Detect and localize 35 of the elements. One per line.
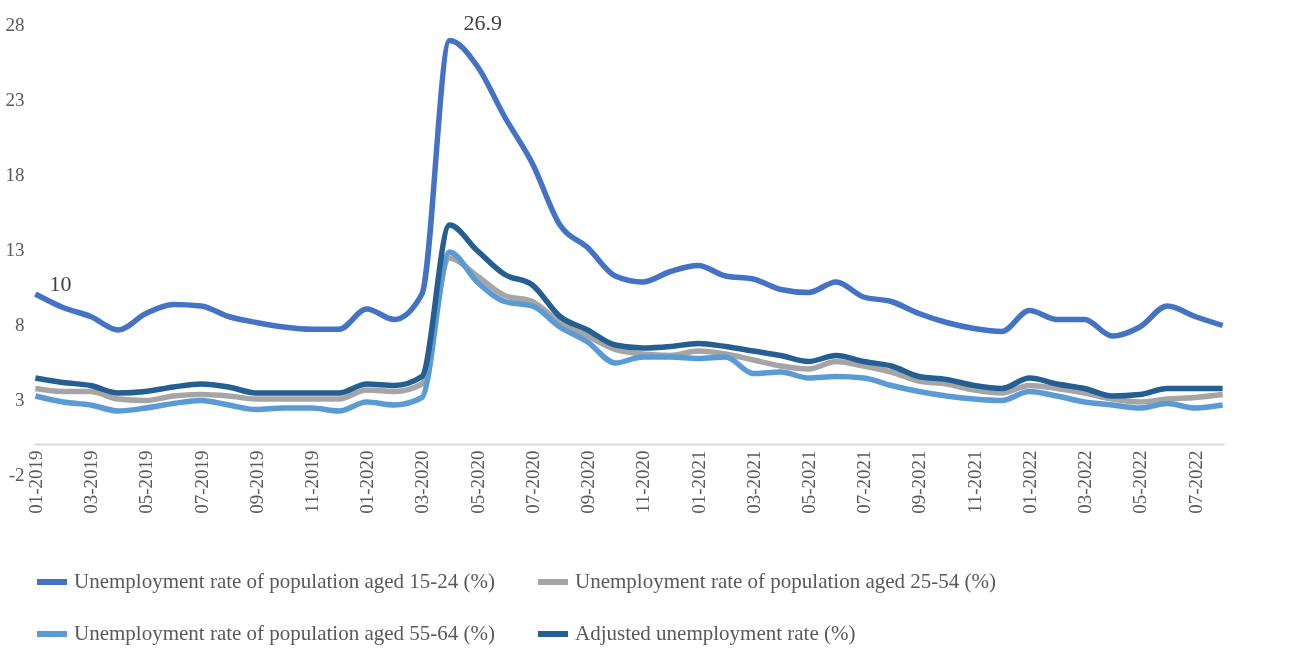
x-tick-label: 05-2022	[1129, 450, 1151, 514]
x-tick-label: 11-2021	[963, 450, 985, 514]
x-tick-label: 05-2019	[135, 450, 157, 514]
x-tick-label: 07-2022	[1184, 450, 1206, 514]
legend-label: Unemployment rate of population aged 25-54 (%)	[575, 569, 997, 593]
x-tick-label: 09-2020	[577, 450, 599, 514]
annotation: 10	[49, 271, 72, 296]
y-tick-label: 23	[5, 88, 25, 110]
y-tick-label: 28	[5, 13, 25, 35]
legend-label: Unemployment rate of population aged 55-64 (%)	[74, 621, 496, 645]
x-tick-label: 03-2019	[80, 450, 102, 514]
x-tick-label: 09-2019	[245, 450, 267, 514]
x-tick-label: 11-2019	[300, 450, 322, 514]
legend-label: Unemployment rate of population aged 15-24 (%)	[74, 569, 496, 593]
y-tick-label: 18	[5, 163, 25, 185]
x-tick-label: 05-2020	[466, 450, 488, 514]
x-tick-label: 07-2021	[853, 450, 875, 514]
x-tick-label: 11-2020	[632, 450, 654, 514]
x-tick-label: 03-2020	[411, 450, 433, 514]
x-tick-label: 03-2022	[1074, 450, 1096, 514]
x-tick-label: 03-2021	[742, 450, 764, 514]
x-tick-label: 05-2021	[797, 450, 819, 514]
y-tick-label: 8	[15, 313, 25, 335]
x-tick-label: 07-2019	[190, 450, 212, 514]
x-tick-label: 01-2022	[1018, 450, 1040, 514]
legend-label: Adjusted unemployment rate (%)	[575, 621, 856, 645]
x-tick-label: 09-2021	[908, 450, 930, 514]
y-tick-label: 13	[5, 238, 25, 260]
y-tick-label: -2	[8, 463, 25, 485]
x-tick-label: 01-2021	[687, 450, 709, 514]
x-tick-label: 01-2020	[356, 450, 378, 514]
y-tick-label: 3	[15, 388, 25, 410]
x-tick-label: 07-2020	[521, 450, 543, 514]
annotation: 26.9	[463, 10, 503, 35]
x-tick-label: 01-2019	[24, 450, 46, 514]
